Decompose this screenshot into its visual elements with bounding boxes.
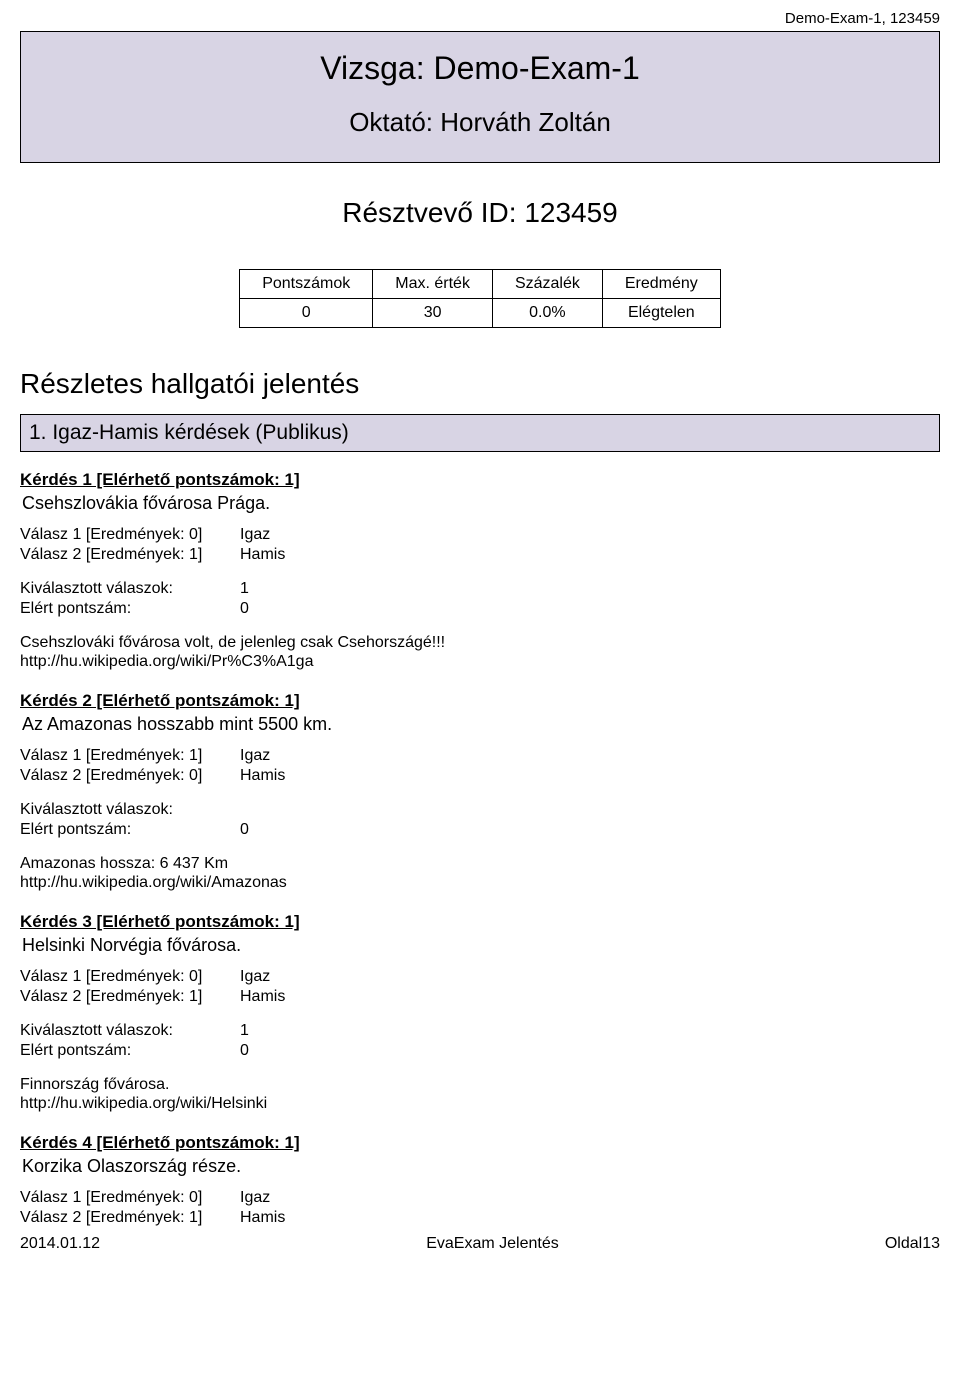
instructor-name: Horváth Zoltán: [440, 107, 611, 137]
selected-label: Kiválasztott válaszok:: [20, 1022, 240, 1040]
question-title: Kérdés 4 [Elérhető pontszámok: 1]: [20, 1133, 940, 1153]
answer-label: Válasz 2 [Eredmények: 1]: [20, 988, 240, 1006]
participant-value: 123459: [524, 197, 617, 228]
score-value-cell: 30: [373, 299, 493, 328]
page-footer: 2014.01.12 EvaExam Jelentés Oldal13: [20, 1235, 940, 1253]
answer-row: Válasz 1 [Eredmények: 0]Igaz: [20, 1189, 940, 1207]
points-label: Elért pontszám:: [20, 821, 240, 839]
participant-id: Résztvevő ID: 123459: [20, 197, 940, 229]
answer-row: Válasz 2 [Eredmények: 1]Hamis: [20, 1209, 940, 1227]
footer-center: EvaExam Jelentés: [426, 1235, 559, 1253]
score-header-row: Pontszámok Max. érték Százalék Eredmény: [240, 270, 721, 299]
selected-value: 1: [240, 580, 249, 597]
points-row: Elért pontszám:0: [20, 1042, 940, 1060]
answer-label: Válasz 1 [Eredmények: 0]: [20, 968, 240, 986]
score-value-row: 0 30 0.0% Elégtelen: [240, 299, 721, 328]
question-block: Kérdés 2 [Elérhető pontszámok: 1] Az Ama…: [20, 691, 940, 892]
question-note: Amazonas hossza: 6 437 Km: [20, 855, 940, 873]
points-row: Elért pontszám:0: [20, 600, 940, 618]
answer-label: Válasz 2 [Eredmények: 1]: [20, 546, 240, 564]
score-header-cell: Eredmény: [602, 270, 720, 299]
selected-label: Kiválasztott válaszok:: [20, 580, 240, 598]
selected-value: 1: [240, 1022, 249, 1039]
instructor-prefix: Oktató:: [349, 107, 440, 137]
answer-value: Hamis: [240, 1209, 285, 1226]
answer-label: Válasz 1 [Eredmények: 0]: [20, 1189, 240, 1207]
question-block: Kérdés 3 [Elérhető pontszámok: 1] Helsin…: [20, 912, 940, 1113]
selected-label: Kiválasztott válaszok:: [20, 801, 240, 819]
answer-row: Válasz 1 [Eredmények: 0]Igaz: [20, 526, 940, 544]
question-link: http://hu.wikipedia.org/wiki/Amazonas: [20, 874, 940, 892]
points-value: 0: [240, 600, 249, 617]
answer-label: Válasz 2 [Eredmények: 0]: [20, 767, 240, 785]
selected-row: Kiválasztott válaszok:1: [20, 1022, 940, 1040]
answer-value: Hamis: [240, 988, 285, 1005]
header-label: Demo-Exam-1, 123459: [20, 10, 940, 27]
answer-value: Hamis: [240, 546, 285, 563]
question-text: Korzika Olaszország része.: [22, 1156, 940, 1177]
question-note: Csehszlováki fővárosa volt, de jelenleg …: [20, 634, 940, 652]
answer-label: Válasz 2 [Eredmények: 1]: [20, 1209, 240, 1227]
points-row: Elért pontszám:0: [20, 821, 940, 839]
question-block: Kérdés 1 [Elérhető pontszámok: 1] Csehsz…: [20, 470, 940, 671]
answer-row: Válasz 1 [Eredmények: 1]Igaz: [20, 747, 940, 765]
exam-name: Demo-Exam-1: [433, 50, 639, 86]
answer-value: Igaz: [240, 968, 270, 985]
question-title: Kérdés 1 [Elérhető pontszámok: 1]: [20, 470, 940, 490]
score-header-cell: Max. érték: [373, 270, 493, 299]
question-text: Az Amazonas hosszabb mint 5500 km.: [22, 714, 940, 735]
detailed-report-title: Részletes hallgatói jelentés: [20, 368, 940, 400]
answer-row: Válasz 2 [Eredmények: 1]Hamis: [20, 546, 940, 564]
participant-prefix: Résztvevő ID:: [342, 197, 524, 228]
question-link: http://hu.wikipedia.org/wiki/Helsinki: [20, 1095, 940, 1113]
points-label: Elért pontszám:: [20, 600, 240, 618]
answer-row: Válasz 2 [Eredmények: 0]Hamis: [20, 767, 940, 785]
answer-value: Igaz: [240, 1189, 270, 1206]
section-header: 1. Igaz-Hamis kérdések (Publikus): [20, 414, 940, 452]
score-header-cell: Pontszámok: [240, 270, 373, 299]
score-value-cell: 0: [240, 299, 373, 328]
answer-value: Igaz: [240, 747, 270, 764]
answer-value: Hamis: [240, 767, 285, 784]
score-value-cell: Elégtelen: [602, 299, 720, 328]
answer-label: Válasz 1 [Eredmények: 1]: [20, 747, 240, 765]
question-title: Kérdés 3 [Elérhető pontszámok: 1]: [20, 912, 940, 932]
selected-row: Kiválasztott válaszok:1: [20, 580, 940, 598]
question-text: Csehszlovákia fővárosa Prága.: [22, 493, 940, 514]
points-label: Elért pontszám:: [20, 1042, 240, 1060]
answer-value: Igaz: [240, 526, 270, 543]
answer-label: Válasz 1 [Eredmények: 0]: [20, 526, 240, 544]
points-value: 0: [240, 821, 249, 838]
score-table: Pontszámok Max. érték Százalék Eredmény …: [239, 269, 721, 328]
points-value: 0: [240, 1042, 249, 1059]
title-box: Vizsga: Demo-Exam-1 Oktató: Horváth Zolt…: [20, 31, 940, 163]
footer-date: 2014.01.12: [20, 1235, 100, 1253]
answer-row: Válasz 1 [Eredmények: 0]Igaz: [20, 968, 940, 986]
exam-title: Vizsga: Demo-Exam-1: [31, 50, 929, 87]
score-header-cell: Százalék: [492, 270, 602, 299]
question-title: Kérdés 2 [Elérhető pontszámok: 1]: [20, 691, 940, 711]
instructor-line: Oktató: Horváth Zoltán: [31, 107, 929, 138]
footer-page: Oldal13: [885, 1235, 940, 1253]
score-value-cell: 0.0%: [492, 299, 602, 328]
question-text: Helsinki Norvégia fővárosa.: [22, 935, 940, 956]
question-block: Kérdés 4 [Elérhető pontszámok: 1] Korzik…: [20, 1133, 940, 1227]
question-note: Finnország fővárosa.: [20, 1076, 940, 1094]
answer-row: Válasz 2 [Eredmények: 1]Hamis: [20, 988, 940, 1006]
selected-row: Kiválasztott válaszok:: [20, 801, 940, 819]
question-link: http://hu.wikipedia.org/wiki/Pr%C3%A1ga: [20, 653, 940, 671]
exam-prefix: Vizsga:: [320, 50, 433, 86]
